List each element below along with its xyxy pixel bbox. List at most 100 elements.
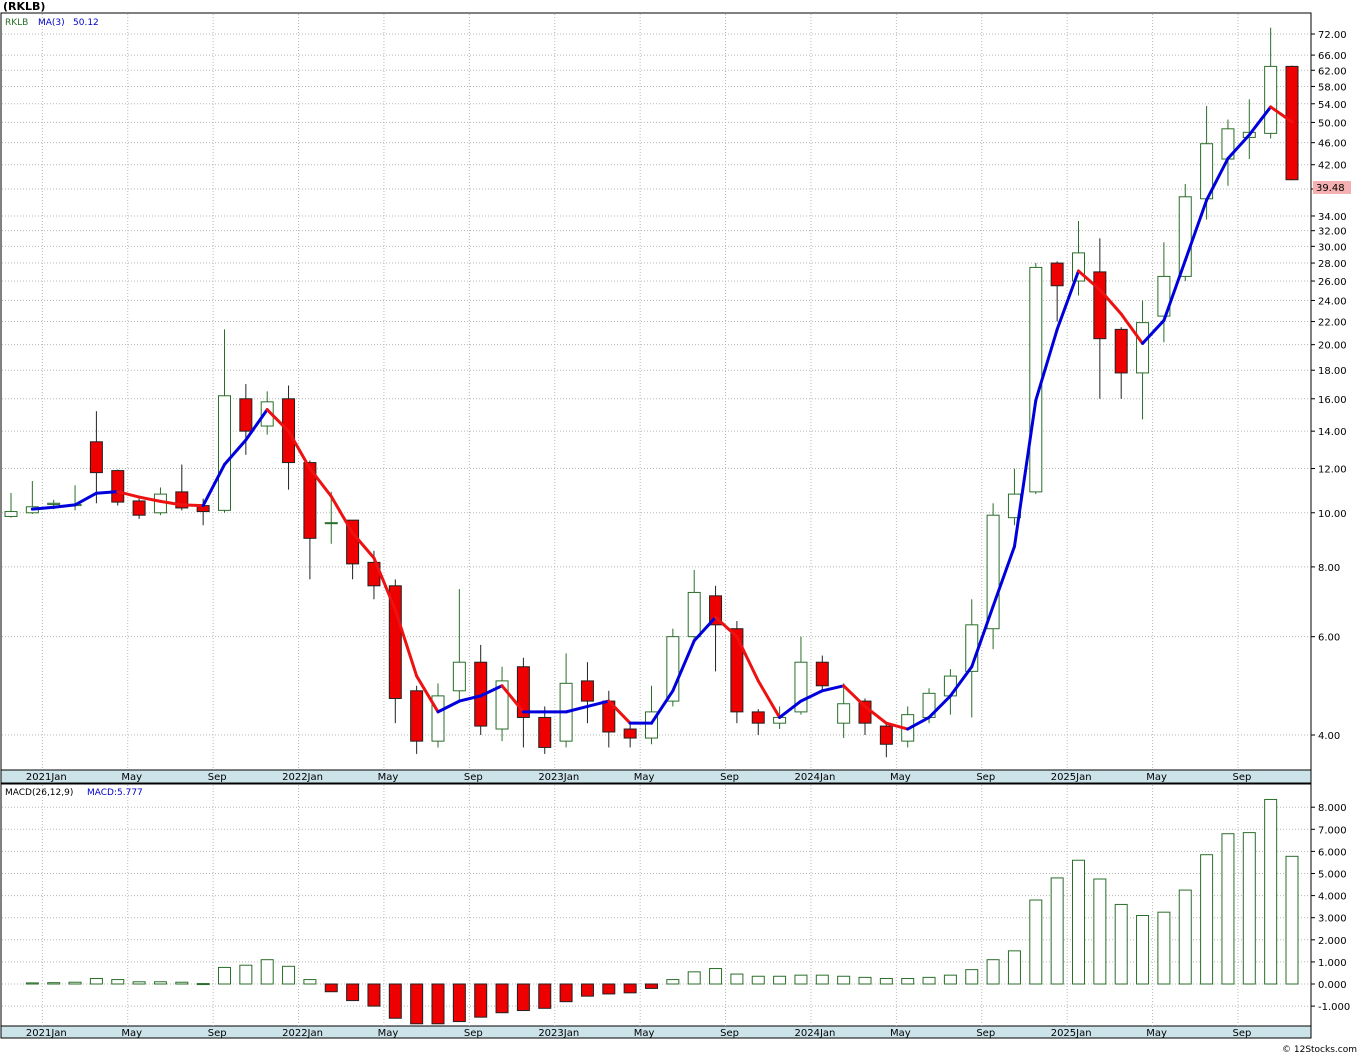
price-tick-label: 12.00 [1318,465,1347,476]
ma-segment [820,684,846,693]
candle-up [1136,322,1150,374]
candle-up [47,502,61,505]
price-tick-label: 18.00 [1318,366,1347,377]
candle-up [1029,266,1043,493]
macd-bar-positive [1221,833,1235,985]
macd-bar-positive [1136,914,1150,985]
ma-segment [799,689,824,703]
ma-segment [158,499,184,507]
candle-down [709,595,723,626]
macd-bar-positive [47,982,61,985]
ma-segment [137,495,162,503]
price-tick-label: 8.00 [1318,563,1340,574]
time-axis-label: 2024Jan [795,1028,836,1039]
macd-tick-label: 0.000 [1318,980,1347,991]
macd-bar-negative [474,983,488,1018]
ma-segment [52,503,77,509]
ma-segment [1226,133,1251,160]
macd-tick-label: 2.000 [1318,936,1347,947]
time-axis-bar-bottom [0,1025,1312,1039]
macd-tick-label: 8.000 [1318,803,1347,814]
ma-segment [1162,258,1187,322]
candle-up [4,511,18,517]
price-tick-label: 24.00 [1318,296,1347,307]
macd-bar-positive [1285,855,1299,985]
ma-segment [436,699,461,714]
candle-up [687,591,701,638]
macd-bar-negative [559,983,573,1003]
candle-up [986,514,1000,630]
ma-segment [457,694,483,703]
macd-bar-positive [1093,878,1107,985]
time-axis-label: May [890,1028,911,1039]
price-tick-label: 34.00 [1318,212,1347,223]
ma-segment [223,438,248,467]
macd-bar-positive [196,983,210,986]
candle-down [388,585,402,699]
time-axis-label: Sep [976,772,995,783]
macd-bar-negative [580,983,594,997]
macd-tick-label: 6.000 [1318,847,1347,858]
price-tick-label: 10.00 [1318,509,1347,520]
price-tick-label: 6.00 [1318,633,1340,644]
ma-segment [948,665,974,698]
macd-bar-positive [901,977,915,985]
macd-bar-positive [773,975,787,985]
time-axis-label: May [634,1028,655,1039]
time-axis-label: 2021Jan [26,1028,67,1039]
ma-segment [1247,105,1273,137]
price-tick-label: 20.00 [1318,341,1347,352]
ma-segment [1012,398,1038,549]
macd-tick-label: -1.000 [1318,1002,1350,1013]
time-axis-label: 2025Jan [1051,1028,1092,1039]
candle-down [538,716,552,748]
macd-bar-positive [68,981,82,985]
macd-bar-positive [303,979,317,985]
macd-bar-positive [1007,950,1021,985]
ma-segment [393,608,419,678]
time-axis-label: Sep [464,1028,483,1039]
time-axis-label: 2023Jan [538,772,579,783]
macd-bar-positive [730,973,744,985]
ma-segment [1034,327,1059,402]
macd-bar-negative [538,983,552,1009]
macd-tick-label: 1.000 [1318,958,1347,969]
ma-segment [607,699,632,725]
macd-bar-negative [367,983,381,1007]
candle-down [1050,262,1064,287]
macd-bar-positive [943,974,957,985]
price-tick-label: 72.00 [1318,30,1347,41]
candle-down [815,661,829,687]
candle-up [1072,252,1085,282]
ma-segment [479,684,504,698]
candle-up [943,675,957,697]
macd-value: MACD:5.777 [87,788,143,798]
ma-segment [863,704,888,725]
time-axis-label: 2022Jan [282,772,323,783]
ma-value: 50.12 [73,18,99,28]
time-axis-bar [0,769,1312,784]
macd-bar-positive [965,969,979,985]
ma-segment [927,694,952,719]
ma-segment [970,604,995,669]
ma-segment [73,491,98,507]
price-tick-label: 16.00 [1318,395,1347,406]
macd-tick-label: 7.000 [1318,825,1347,836]
ma-segment [650,689,675,725]
ma-segment [244,408,269,442]
candle-up [1264,65,1278,134]
macd-bar-negative [602,983,616,995]
ma-segment [756,679,782,719]
ma-segment [1269,105,1294,124]
time-axis-label: May [121,1028,142,1039]
macd-bar-negative [346,983,360,1002]
ma-segment [1077,269,1102,292]
candle-down [111,470,125,503]
macd-bar-positive [1178,889,1192,985]
ma-segment [308,467,333,498]
macd-bar-negative [431,983,445,1025]
ma-segment [287,429,312,471]
ma-segment [585,699,611,708]
time-axis-label: 2022Jan [282,1028,323,1039]
